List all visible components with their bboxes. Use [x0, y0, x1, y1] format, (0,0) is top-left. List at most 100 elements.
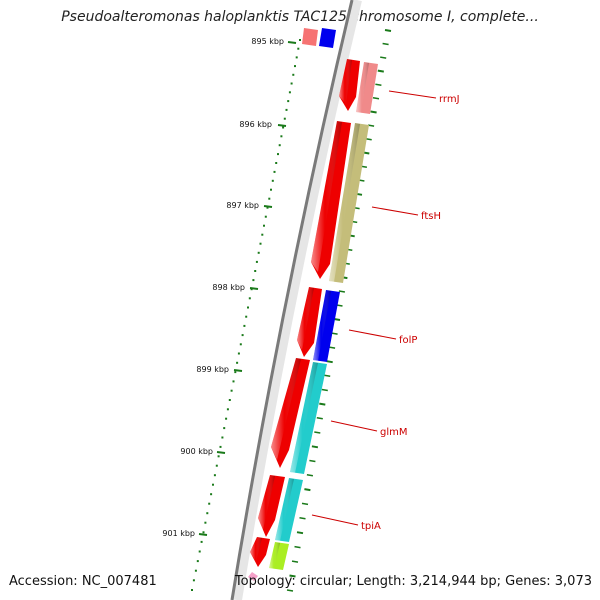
outer-track-dash [382, 42, 389, 46]
scale-tick-label: 895 kbp [251, 37, 284, 46]
outer-track-dash [316, 417, 323, 420]
scale-dot [294, 65, 296, 68]
scale-dot [232, 380, 235, 383]
scale-dot [223, 427, 226, 430]
scale-tick: 899 kbp [196, 365, 243, 374]
scale-dot [290, 82, 293, 85]
gene-feature-folP[interactable] [313, 290, 340, 362]
scale-dot [202, 531, 205, 534]
scale-dot [213, 474, 216, 477]
scale-dot [299, 39, 301, 41]
outer-track-dash [319, 402, 326, 406]
scale-dot [248, 297, 251, 300]
gene-feature-red[interactable] [258, 475, 285, 537]
outer-track-dash [326, 360, 333, 364]
scale-tick-label: 897 kbp [226, 201, 259, 210]
outer-track-dash [367, 124, 375, 127]
gene-label-leader [371, 206, 419, 216]
outer-track-dash [291, 560, 299, 563]
scale-tick: 898 kbp [212, 283, 259, 292]
scale-dot [287, 100, 290, 103]
outer-track-dash [333, 318, 341, 321]
gene-label-folP[interactable]: folP [399, 335, 417, 346]
gene-label-rrmJ[interactable]: rrmJ [439, 94, 460, 105]
scale-tick: 896 kbp [239, 120, 287, 129]
scale-dot [234, 371, 237, 374]
gene-feature-rrmJ[interactable] [356, 62, 378, 114]
scale-dot [204, 521, 207, 524]
gene-label-tpiA[interactable]: tpiA [361, 521, 381, 532]
outer-track-dash [321, 388, 328, 392]
scale-dot [255, 260, 258, 263]
outer-track-dash [309, 459, 316, 463]
scale-tick: 900 kbp [180, 447, 226, 456]
scale-tick-label: 899 kbp [196, 365, 229, 374]
backbone-ring [232, 0, 362, 600]
gene-feature-ftsH[interactable] [329, 123, 369, 283]
gene-label-ftsH[interactable]: ftsH [421, 211, 441, 222]
scale-dot [266, 206, 269, 209]
outer-track-dash [384, 29, 392, 32]
scale-dot [225, 417, 228, 420]
outer-track-dash [289, 574, 296, 578]
gene-feature-glmM[interactable] [290, 362, 327, 474]
outer-track-dash [375, 83, 382, 86]
outer-track-dash [286, 589, 294, 592]
gene-feature-red[interactable] [302, 28, 318, 46]
scale-dot [212, 483, 214, 486]
scale-dot [206, 512, 209, 515]
gene-feature-red[interactable] [271, 358, 310, 468]
gene-feature-pink[interactable] [248, 572, 258, 581]
gene-feature-red[interactable] [250, 537, 270, 567]
scale-dot [259, 242, 262, 245]
scale-dot [241, 334, 244, 337]
outer-track-dash [324, 374, 331, 378]
outer-track-dash [372, 97, 380, 100]
scale-dot [221, 436, 224, 439]
scale-dot [219, 445, 222, 448]
scale-dot [194, 569, 197, 572]
scale-dot [275, 162, 278, 164]
outer-track-dash [301, 502, 309, 506]
scale-dot [245, 315, 248, 318]
outer-track-dash [338, 290, 346, 293]
scale-dot [297, 47, 300, 50]
gene-feature-blue-top[interactable] [319, 28, 336, 48]
outer-track-dash [370, 110, 377, 114]
scale-dot [196, 560, 199, 563]
scale-dot [270, 188, 272, 191]
gene-feature-lime[interactable] [269, 542, 289, 570]
gene-label-leader [388, 90, 437, 99]
scale-dot [228, 399, 231, 401]
outer-track-dash [328, 346, 336, 349]
map-title: Pseudoalteromonas haloplanktis TAC125 ch… [61, 9, 539, 25]
gene-feature-red[interactable] [339, 59, 360, 111]
scale-tick-label: 898 kbp [212, 283, 245, 292]
outer-track-dash [296, 531, 304, 535]
scale-dot [237, 352, 240, 355]
backbone-ring-edge [230, 0, 354, 600]
gene-label-glmM[interactable]: glmM [380, 427, 408, 438]
scale-dot [271, 179, 274, 182]
outer-track-dash [304, 488, 311, 492]
scale-dot [191, 589, 193, 591]
gene-feature-red[interactable] [297, 287, 322, 357]
scale-tick: 897 kbp [226, 201, 273, 210]
scale-dot [282, 126, 285, 129]
outer-track-dash [314, 431, 321, 434]
outer-track-dash [294, 545, 301, 549]
scale-dot [261, 233, 264, 236]
scale-dot [268, 197, 271, 200]
scale-dot [217, 455, 220, 458]
scale-dot [278, 144, 281, 147]
scale-dotted-track [191, 39, 301, 591]
scale-dot [252, 279, 255, 282]
scale-tick: 895 kbp [251, 37, 297, 46]
outer-track-dash [380, 56, 387, 59]
gene-feature-red[interactable] [311, 121, 351, 279]
outer-track-dash [299, 517, 306, 520]
gene-feature-tpiA[interactable] [275, 478, 303, 542]
scale-tick-label: 901 kbp [162, 529, 195, 538]
gene-label-leader [348, 329, 397, 340]
